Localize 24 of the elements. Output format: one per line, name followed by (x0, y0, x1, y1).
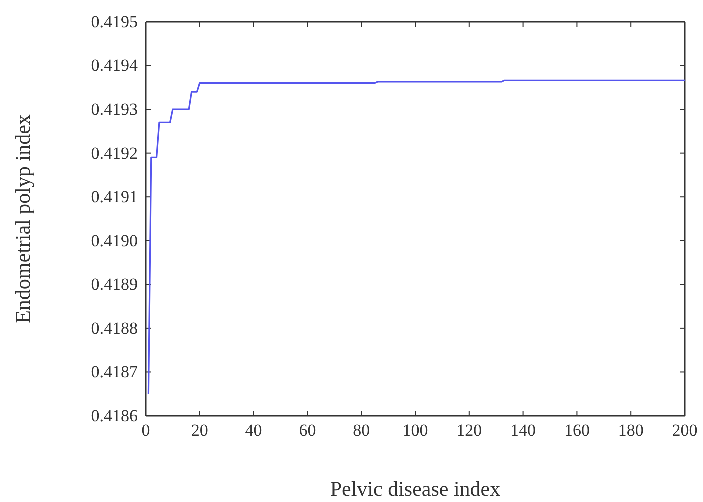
y-tick-label: 0.4189 (91, 275, 138, 294)
y-tick-label: 0.4195 (91, 12, 138, 32)
x-tick-label: 120 (456, 421, 482, 440)
y-tick-label: 0.4186 (91, 406, 138, 426)
x-tick-label: 180 (618, 421, 644, 440)
y-axis-title: Endometrial polyp index (11, 114, 35, 324)
y-tick-label: 0.4188 (91, 318, 138, 338)
x-tick-label: 100 (402, 421, 428, 440)
y-tick-label: 0.4191 (91, 188, 138, 207)
y-tick-label: 0.4193 (91, 100, 138, 119)
y-tick-label: 0.4190 (91, 231, 138, 250)
x-tick-label: 20 (191, 421, 208, 440)
x-tick-label: 160 (564, 421, 590, 440)
x-tick-label: 0 (142, 421, 150, 440)
y-tick-label: 0.4192 (91, 144, 138, 163)
y-tick-label: 0.4194 (91, 56, 138, 76)
y-tick-label: 0.4187 (91, 362, 138, 382)
x-tick-label: 140 (510, 421, 536, 440)
x-tick-label: 40 (245, 421, 262, 440)
x-tick-label: 200 (672, 421, 698, 440)
x-tick-label: 60 (299, 421, 316, 440)
x-tick-label: 80 (353, 421, 370, 440)
x-axis-title: Pelvic disease index (330, 477, 502, 501)
line-series (148, 80, 686, 395)
